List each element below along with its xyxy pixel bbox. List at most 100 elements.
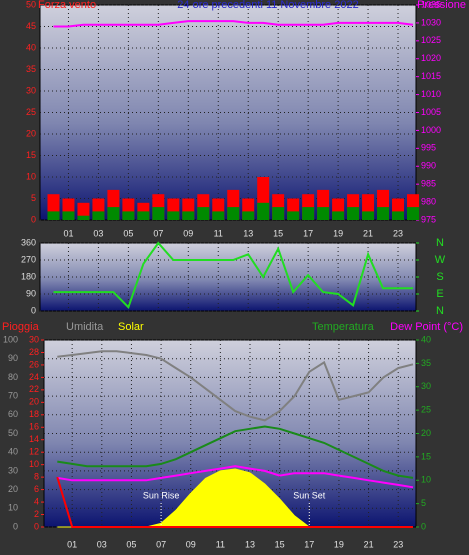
bar: [47, 211, 60, 220]
y2-tick-label: N: [436, 237, 444, 249]
bar: [77, 202, 90, 220]
y2-tick-label: 25: [421, 405, 431, 415]
y2-tick-label: 980: [421, 196, 436, 206]
y2-tick-label: 990: [421, 161, 436, 171]
y3-tick-label: 28: [29, 347, 39, 357]
bar: [182, 198, 195, 220]
y2-tick-label: 1000: [421, 125, 441, 135]
y-tick-label: 360: [21, 237, 36, 247]
legend-label: Dew Point (°C): [390, 321, 463, 333]
y-tick-label: 0: [31, 214, 36, 224]
x-tick-label: 23: [393, 539, 403, 549]
x-tick-label: 11: [214, 228, 223, 238]
bar: [242, 211, 255, 220]
bar: [227, 207, 240, 220]
y2-tick-label: 1015: [421, 71, 441, 81]
y3-tick-label: 10: [29, 459, 39, 469]
y-tick-label: 45: [26, 21, 36, 31]
y2-tick-label: 1025: [421, 35, 441, 45]
y-tick-label: 90: [8, 353, 18, 363]
bar: [152, 207, 165, 220]
y3-tick-label: 12: [29, 447, 39, 457]
bar: [377, 189, 390, 220]
y2-tick-label: 0: [421, 521, 426, 531]
bar: [122, 198, 135, 220]
bar: [377, 207, 390, 220]
y2-tick-label: 40: [421, 334, 431, 344]
y2-tick-label: 10: [421, 475, 431, 485]
x-tick-label: 15: [275, 539, 285, 549]
y2-tick-label: 985: [421, 179, 436, 189]
y3-tick-label: 20: [29, 397, 39, 407]
bar: [242, 198, 255, 220]
y-tick-label: 10: [8, 503, 18, 513]
line: [57, 465, 414, 489]
bar: [227, 189, 240, 220]
y2-tick-label: 975: [421, 214, 436, 224]
y-tick-label: 40: [26, 42, 36, 52]
y3-tick-label: 14: [29, 434, 39, 444]
x-tick-label: 21: [363, 228, 373, 238]
bar: [347, 207, 360, 220]
y-tick-label: 90: [26, 288, 36, 298]
y-tick-label: 50: [26, 0, 36, 9]
y3-tick-label: 6: [34, 484, 39, 494]
legend-label: Temperatura: [312, 321, 375, 333]
x-tick-label: 13: [245, 539, 255, 549]
bar: [332, 198, 345, 220]
legend-label: Pioggia: [2, 321, 40, 333]
chart-title: 24 ore precedenti 11 Novembre 2022: [177, 0, 358, 11]
bar: [257, 177, 270, 220]
y-tick-label: 30: [8, 465, 18, 475]
y-tick-label: 100: [3, 334, 18, 344]
bar: [137, 211, 150, 220]
y-tick-label: 15: [26, 150, 36, 160]
bar: [107, 207, 120, 220]
y3-tick-label: 8: [34, 472, 39, 482]
y2-tick-label: S: [436, 271, 443, 283]
bar: [287, 198, 300, 220]
y-tick-label: 0: [13, 521, 18, 531]
bar: [122, 211, 135, 220]
y-tick-label: 60: [8, 409, 18, 419]
y-tick-label: 40: [8, 447, 18, 457]
bar: [332, 211, 345, 220]
y2-axis-label: Pressione: [417, 0, 466, 11]
y-tick-label: 25: [26, 107, 36, 117]
y3-tick-label: 0: [34, 521, 39, 531]
bar: [62, 198, 75, 220]
x-tick-label: 23: [393, 228, 403, 238]
bar: [167, 211, 180, 220]
x-tick-label: 05: [126, 539, 136, 549]
x-tick-label: 17: [304, 539, 314, 549]
bar: [92, 198, 105, 220]
x-tick-label: 15: [273, 228, 283, 238]
x-tick-label: 01: [67, 539, 77, 549]
y-tick-label: 180: [21, 271, 36, 281]
bar: [77, 215, 90, 220]
x-tick-label: 19: [334, 539, 344, 549]
x-tick-label: 09: [183, 228, 193, 238]
legend-label: Umidita: [66, 321, 104, 333]
y-tick-label: 30: [26, 85, 36, 95]
x-tick-label: 17: [303, 228, 313, 238]
bar: [167, 198, 180, 220]
bar: [317, 207, 330, 220]
line: [57, 425, 414, 479]
bar: [257, 202, 270, 220]
y2-tick-label: 995: [421, 143, 436, 153]
y2-tick-label: 35: [421, 358, 431, 368]
bar: [317, 189, 330, 220]
y3-tick-label: 30: [29, 334, 39, 344]
y2-tick-label: 20: [421, 428, 431, 438]
bar: [272, 207, 285, 220]
y2-tick-label: 15: [421, 451, 431, 461]
bar: [107, 189, 120, 220]
x-tick-label: 03: [97, 539, 107, 549]
y-tick-label: 5: [31, 193, 36, 203]
bar: [392, 211, 405, 220]
bar: [212, 211, 225, 220]
x-tick-label: 19: [333, 228, 343, 238]
